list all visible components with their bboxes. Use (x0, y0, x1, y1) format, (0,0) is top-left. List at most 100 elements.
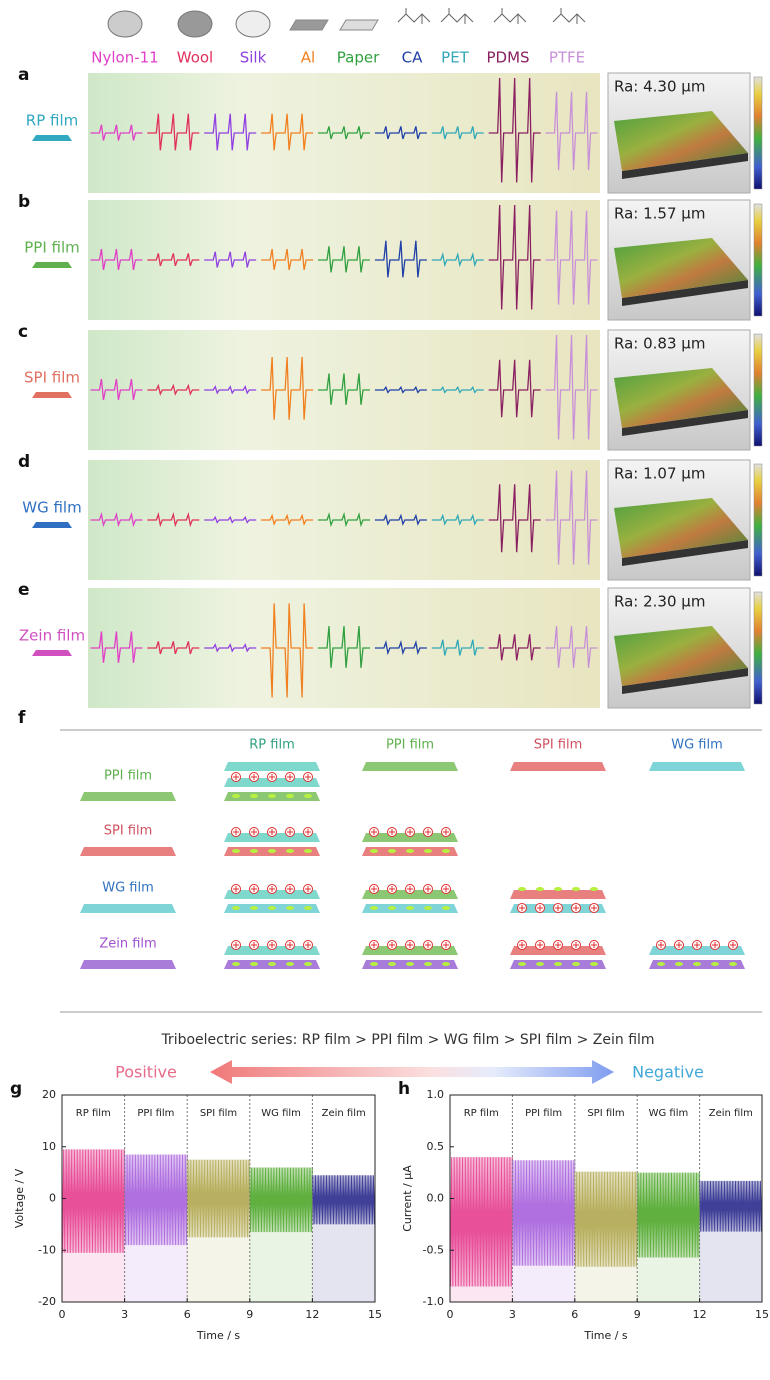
film-slab (510, 890, 606, 899)
film-icon (32, 392, 72, 398)
film-slab (80, 960, 176, 969)
charge (693, 962, 701, 966)
charge (388, 962, 396, 966)
x-tick-label: 12 (305, 1308, 319, 1321)
segment-label: SPI film (200, 1108, 237, 1119)
y-tick-label: 0.5 (427, 1140, 445, 1153)
charge (711, 962, 719, 966)
charge (268, 962, 276, 966)
charge (388, 906, 396, 910)
charge (518, 962, 526, 966)
charge (729, 962, 737, 966)
segment-shade (62, 1253, 125, 1302)
waveform (312, 1175, 375, 1224)
x-tick-label: 3 (509, 1308, 516, 1321)
segment-shade (250, 1232, 313, 1302)
charge (442, 849, 450, 853)
material-icon (494, 8, 526, 24)
charge (442, 906, 450, 910)
charge (250, 849, 258, 853)
column-header: WG film (671, 738, 723, 753)
negative-label: Negative (632, 1063, 704, 1082)
column-header: PPI film (386, 738, 434, 753)
film-slab (510, 762, 606, 771)
material-icon (290, 20, 328, 30)
ra-label: Ra: 1.07 μm (614, 465, 705, 483)
charge (657, 962, 665, 966)
row-header: Zein film (99, 937, 156, 952)
charge (572, 962, 580, 966)
y-tick-label: 20 (42, 1088, 56, 1101)
ra-label: Ra: 0.83 μm (614, 335, 705, 353)
charge (518, 887, 526, 891)
charge (406, 962, 414, 966)
ra-label: Ra: 1.57 μm (614, 205, 705, 223)
charge (406, 906, 414, 910)
y-tick-label: 0.0 (427, 1192, 445, 1205)
charge (388, 849, 396, 853)
segment-shade (700, 1232, 762, 1302)
waveform (250, 1167, 313, 1232)
film-icon (32, 135, 72, 141)
row-header: SPI film (104, 824, 153, 839)
arrow (210, 1060, 614, 1084)
series-text: Triboelectric series: RP film > PPI film… (160, 1032, 654, 1048)
x-tick-label: 12 (693, 1308, 707, 1321)
charge (424, 906, 432, 910)
panel-letter: d (18, 452, 30, 472)
segment-label: PPI film (525, 1108, 562, 1119)
waveform (512, 1160, 574, 1266)
ra-label: Ra: 4.30 μm (614, 78, 705, 96)
panel-letter: f (18, 708, 26, 728)
segment-shade (575, 1267, 637, 1302)
charge (554, 962, 562, 966)
segment-shade (637, 1257, 699, 1302)
waveform (187, 1160, 250, 1238)
ra-label: Ra: 2.30 μm (614, 593, 705, 611)
charge (554, 887, 562, 891)
charge (424, 849, 432, 853)
charge (536, 887, 544, 891)
colorbar (754, 204, 762, 316)
charge (370, 849, 378, 853)
waveform (575, 1172, 637, 1267)
y-axis-label: Voltage / V (13, 1168, 26, 1228)
material-label: Silk (240, 49, 267, 67)
waveform (125, 1155, 188, 1246)
charge (286, 906, 294, 910)
figure: Nylon-11WoolSilkAlPaperCAPETPDMSPTFEaRP … (0, 0, 770, 1380)
material-label: Wool (177, 49, 213, 67)
material-label: Nylon-11 (91, 49, 158, 67)
charge (590, 962, 598, 966)
charge (370, 962, 378, 966)
material-label: PDMS (486, 49, 529, 67)
colorbar (754, 592, 762, 704)
segment-label: WG film (261, 1108, 301, 1119)
charge (304, 849, 312, 853)
segment-label: Zein film (709, 1108, 753, 1119)
charge (406, 849, 414, 853)
film-slab (224, 762, 320, 771)
x-tick-label: 9 (634, 1308, 641, 1321)
charge (424, 962, 432, 966)
film-icon (32, 650, 72, 656)
material-icon (178, 11, 212, 37)
material-label: PTFE (549, 49, 585, 67)
segment-label: RP film (464, 1108, 499, 1119)
x-axis-label: Time / s (583, 1329, 628, 1342)
material-icon (340, 20, 378, 30)
x-tick-label: 6 (184, 1308, 191, 1321)
segment-label: RP film (76, 1108, 111, 1119)
charge (250, 962, 258, 966)
segment-label: WG film (649, 1108, 689, 1119)
colorbar (754, 334, 762, 446)
charge (286, 849, 294, 853)
x-tick-label: 0 (447, 1308, 454, 1321)
film-label: RP film (26, 112, 78, 130)
y-tick-label: 10 (42, 1140, 56, 1153)
charge (250, 906, 258, 910)
waveform (637, 1173, 699, 1258)
charge (250, 794, 258, 798)
y-axis-label: Current / μA (401, 1165, 414, 1232)
charge (572, 887, 580, 891)
